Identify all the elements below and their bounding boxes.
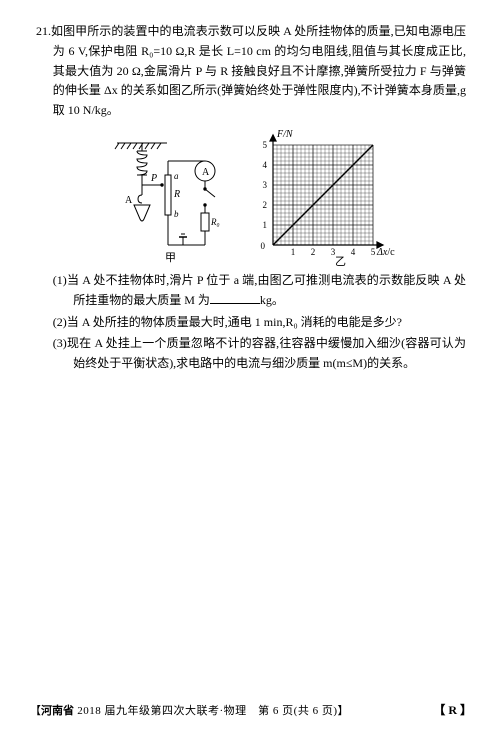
footer-right-label: 【 R 】 xyxy=(433,701,472,718)
graph-svg: 0 1 2 3 4 5 1 2 3 4 5 F/N Δx/cm 乙 xyxy=(245,127,395,267)
y-axis-label: F/N xyxy=(276,129,294,140)
answer-blank-1[interactable] xyxy=(210,292,260,304)
footer-bracket-open: 【 xyxy=(30,705,41,717)
diagram-jia-label: 甲 xyxy=(165,252,176,264)
xtick-5: 5 xyxy=(371,247,376,257)
sq2-num: (2) xyxy=(53,315,67,329)
label-P: P xyxy=(150,173,157,184)
sq3-num: (3) xyxy=(53,336,67,350)
label-b: b xyxy=(174,209,179,219)
ytick-3: 3 xyxy=(263,180,268,190)
ytick-1: 1 xyxy=(263,220,268,230)
sub-question-3: (3)现在 A 处挂上一个质量忽略不计的容器,往容器中缓慢加入细沙(容器可认为始… xyxy=(53,334,466,374)
sq3-text: 现在 A 处挂上一个质量忽略不计的容器,往容器中缓慢加入细沙(容器可认为始终处于… xyxy=(67,336,466,370)
sub-questions: (1)当 A 处不挂物体时,滑片 P 位于 a 端,由图乙可推测电流表的示数能反… xyxy=(36,271,466,374)
footer-province: 河南省 xyxy=(41,705,74,717)
xtick-4: 4 xyxy=(351,247,356,257)
footer-bracket-close: 】 xyxy=(338,705,349,717)
sub-question-2: (2)当 A 处所挂的物体质量最大时,通电 1 min,R₀ 消耗的电能是多少? xyxy=(53,313,466,333)
footer-left: 【河南省 2018 届九年级第四次大联考·物理 第 6 页(共 6 页)】 xyxy=(30,702,349,718)
problem-text: 如图甲所示的装置中的电流表示数可以反映 A 处所挂物体的质量,已知电源电压为 6… xyxy=(51,24,466,117)
sq2-text: 当 A 处所挂的物体质量最大时,通电 1 min,R₀ 消耗的电能是多少? xyxy=(67,315,402,329)
x-axis-label: Δx/cm xyxy=(376,247,395,258)
sub-question-1: (1)当 A 处不挂物体时,滑片 P 位于 a 端,由图乙可推测电流表的示数能反… xyxy=(53,271,466,311)
sq1-num: (1) xyxy=(53,273,67,287)
sq1-text-after: kg。 xyxy=(260,293,284,307)
ytick-5: 5 xyxy=(263,140,268,150)
ytick-0: 0 xyxy=(261,241,266,251)
figures-container: A A P a R b R₀ 甲 xyxy=(36,127,466,267)
label-A-hook: A xyxy=(125,195,133,206)
ytick-4: 4 xyxy=(263,160,268,170)
label-R0: R₀ xyxy=(210,217,220,227)
diagram-yi: 0 1 2 3 4 5 1 2 3 4 5 F/N Δx/cm 乙 xyxy=(245,127,395,267)
label-ammeter: A xyxy=(202,167,210,178)
page-footer: 【河南省 2018 届九年级第四次大联考·物理 第 6 页(共 6 页)】 【 … xyxy=(0,701,502,718)
label-R: R xyxy=(173,189,180,200)
footer-center-text: 2018 届九年级第四次大联考·物理 第 6 页(共 6 页) xyxy=(74,705,338,717)
circuit-svg: A A P a R b R₀ 甲 xyxy=(107,137,237,267)
diagram-yi-label: 乙 xyxy=(335,255,346,267)
label-a: a xyxy=(174,171,179,181)
problem-statement: 21.如图甲所示的装置中的电流表示数可以反映 A 处所挂物体的质量,已知电源电压… xyxy=(36,22,466,121)
xtick-1: 1 xyxy=(291,247,296,257)
problem-number: 21. xyxy=(36,24,51,38)
ytick-2: 2 xyxy=(263,200,268,210)
xtick-2: 2 xyxy=(311,247,316,257)
diagram-jia: A A P a R b R₀ 甲 xyxy=(107,137,237,267)
